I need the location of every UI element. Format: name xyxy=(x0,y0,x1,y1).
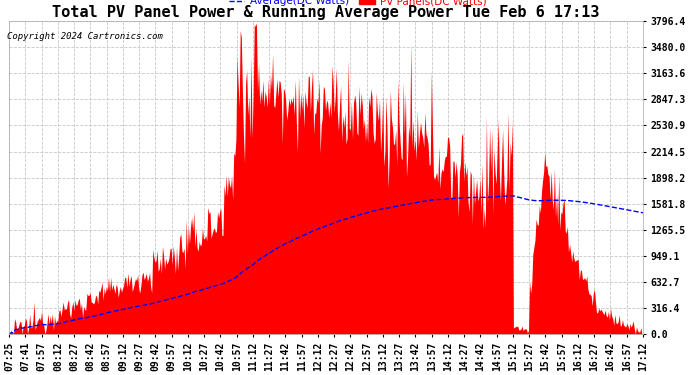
Text: Copyright 2024 Cartronics.com: Copyright 2024 Cartronics.com xyxy=(7,32,163,41)
Title: Total PV Panel Power & Running Average Power Tue Feb 6 17:13: Total PV Panel Power & Running Average P… xyxy=(52,4,600,20)
Legend: Average(DC Watts), PV Panels(DC Watts): Average(DC Watts), PV Panels(DC Watts) xyxy=(225,0,491,10)
